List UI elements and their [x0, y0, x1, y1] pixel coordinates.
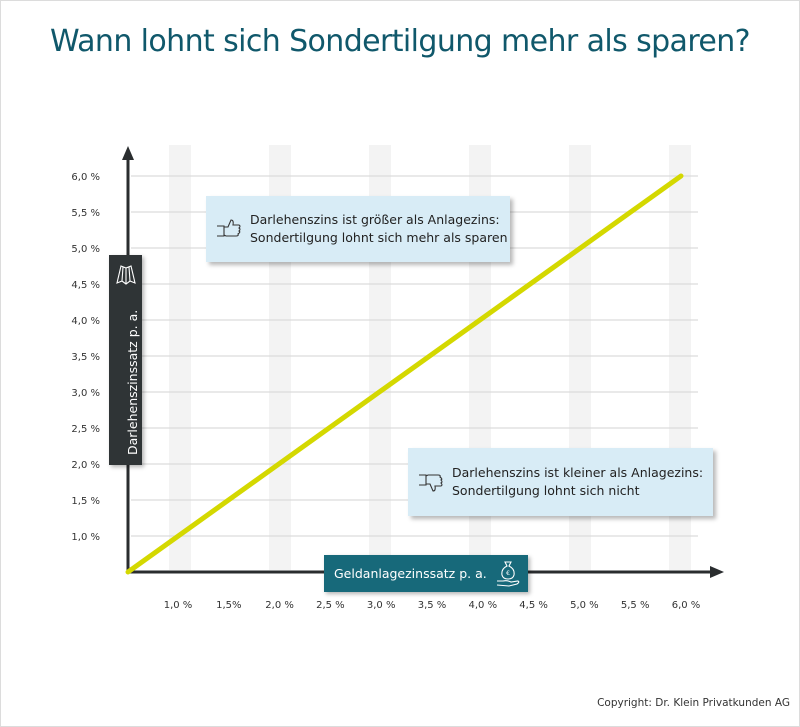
y-tick-label: 3,5 %: [71, 352, 100, 363]
y-axis-label: Darlehenszinssatz p. a.: [125, 309, 140, 455]
x-axis-label: Geldanlagezinssatz p. a.: [334, 566, 487, 581]
x-axis-arrow: [710, 566, 724, 578]
x-tick-labels: 1,0 % 1,5% 2,0 % 2,5 % 3,0 % 3,5 % 4,0 % 4,5 % 5…: [164, 600, 701, 611]
svg-text:€: €: [506, 570, 510, 577]
x-axis-label-box: Geldanlagezinssatz p. a. €: [324, 555, 528, 592]
x-tick-label: 2,5 %: [316, 600, 345, 611]
thumbs-up-icon: [217, 219, 241, 237]
map-icon: [116, 265, 136, 285]
y-axis-arrow: [122, 146, 134, 160]
y-tick-label: 4,0 %: [71, 316, 100, 327]
column-band: [169, 145, 191, 570]
chart-title: Wann lohnt sich Sondertilgung mehr als s…: [49, 24, 751, 59]
x-tick-label: 4,5 %: [519, 600, 548, 611]
y-tick-label: 2,0 %: [71, 460, 100, 471]
y-tick-label: 5,5 %: [71, 208, 100, 219]
x-tick-label: 1,0 %: [164, 600, 193, 611]
y-tick-label: 1,0 %: [71, 532, 100, 543]
x-tick-label: 4,0 %: [469, 600, 498, 611]
x-tick-label: 5,5 %: [621, 600, 650, 611]
y-tick-labels: 6,0 % 5,5 % 5,0 % 4,5 % 4,0 % 3,5 % 3,0 % 2,5 %…: [71, 172, 100, 543]
x-tick-label: 3,0 %: [367, 600, 396, 611]
thumbs-down-icon: [419, 474, 443, 492]
y-tick-label: 3,0 %: [71, 388, 100, 399]
x-tick-label: 6,0 %: [672, 600, 701, 611]
y-tick-label: 6,0 %: [71, 172, 100, 183]
x-tick-label: 3,5 %: [418, 600, 447, 611]
callout-below-line-1: Darlehenszins ist kleiner als Anlagezins…: [452, 465, 704, 480]
y-tick-label: 5,0 %: [71, 244, 100, 255]
y-tick-label: 1,5 %: [71, 496, 100, 507]
copyright: Copyright: Dr. Klein Privatkunden AG: [597, 697, 790, 709]
x-tick-label: 2,0 %: [265, 600, 294, 611]
x-tick-label: 5,0 %: [570, 600, 599, 611]
money-bag-hand-icon: €: [496, 560, 520, 587]
callout-above-line-1: Darlehenszins ist größer als Anlagezins:: [250, 212, 500, 227]
callout-above-line-2: Sondertilgung lohnt sich mehr als sparen: [250, 230, 508, 245]
x-tick-label: 1,5%: [216, 600, 241, 611]
y-axis-label-box: Darlehenszinssatz p. a.: [109, 255, 142, 465]
series-line: [125, 173, 684, 575]
callout-above: Darlehenszins ist größer als Anlagezins:…: [206, 196, 510, 262]
callout-below-line-2: Sondertilgung lohnt sich nicht: [452, 483, 640, 498]
y-tick-label: 4,5 %: [71, 280, 100, 291]
y-tick-label: 2,5 %: [71, 424, 100, 435]
callout-below: Darlehenszins ist kleiner als Anlagezins…: [408, 448, 713, 516]
